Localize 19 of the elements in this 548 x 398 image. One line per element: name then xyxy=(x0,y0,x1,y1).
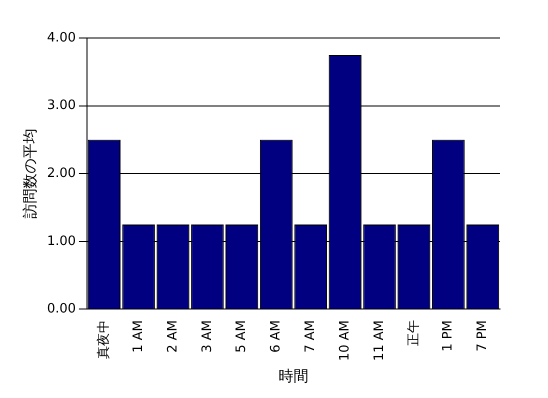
x-tick-label: 3 AM xyxy=(200,320,215,353)
x-tick-label: 7 PM xyxy=(475,320,490,352)
y-tick-label: 4.00 xyxy=(46,30,76,46)
x-tick-label: 1 AM xyxy=(130,320,146,353)
x-tick-label: 5 AM xyxy=(234,320,250,353)
x-tick-label: 真夜中 xyxy=(96,320,112,360)
x-tick-label: 1 PM xyxy=(440,320,456,352)
x-tick-label: 正午 xyxy=(406,320,422,346)
x-tick-label: 7 AM xyxy=(303,320,318,353)
y-tick-label: 0.00 xyxy=(46,302,76,317)
y-tick-label: 1.00 xyxy=(46,234,76,249)
x-tick-label: 11 AM xyxy=(372,320,387,362)
x-tick-label: 10 AM xyxy=(337,320,352,362)
y-tick-label: 2.00 xyxy=(46,166,76,181)
x-tick-label: 2 AM xyxy=(165,320,180,353)
y-tick-label: 3.00 xyxy=(46,98,76,114)
x-axis-title: 時間 xyxy=(278,366,308,385)
x-tick-label: 6 AM xyxy=(268,320,284,353)
y-axis-title: 訪問数の平均 xyxy=(20,128,39,219)
